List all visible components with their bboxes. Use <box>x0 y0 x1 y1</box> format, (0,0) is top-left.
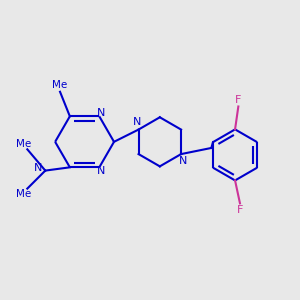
Text: N: N <box>178 156 187 166</box>
Text: N: N <box>97 166 105 176</box>
Text: N: N <box>34 163 42 173</box>
Text: F: F <box>237 205 243 215</box>
Text: Me: Me <box>16 139 32 149</box>
Text: Me: Me <box>16 189 32 199</box>
Text: Me: Me <box>52 80 68 90</box>
Text: N: N <box>133 117 141 128</box>
Text: F: F <box>235 95 242 105</box>
Text: N: N <box>97 108 105 118</box>
